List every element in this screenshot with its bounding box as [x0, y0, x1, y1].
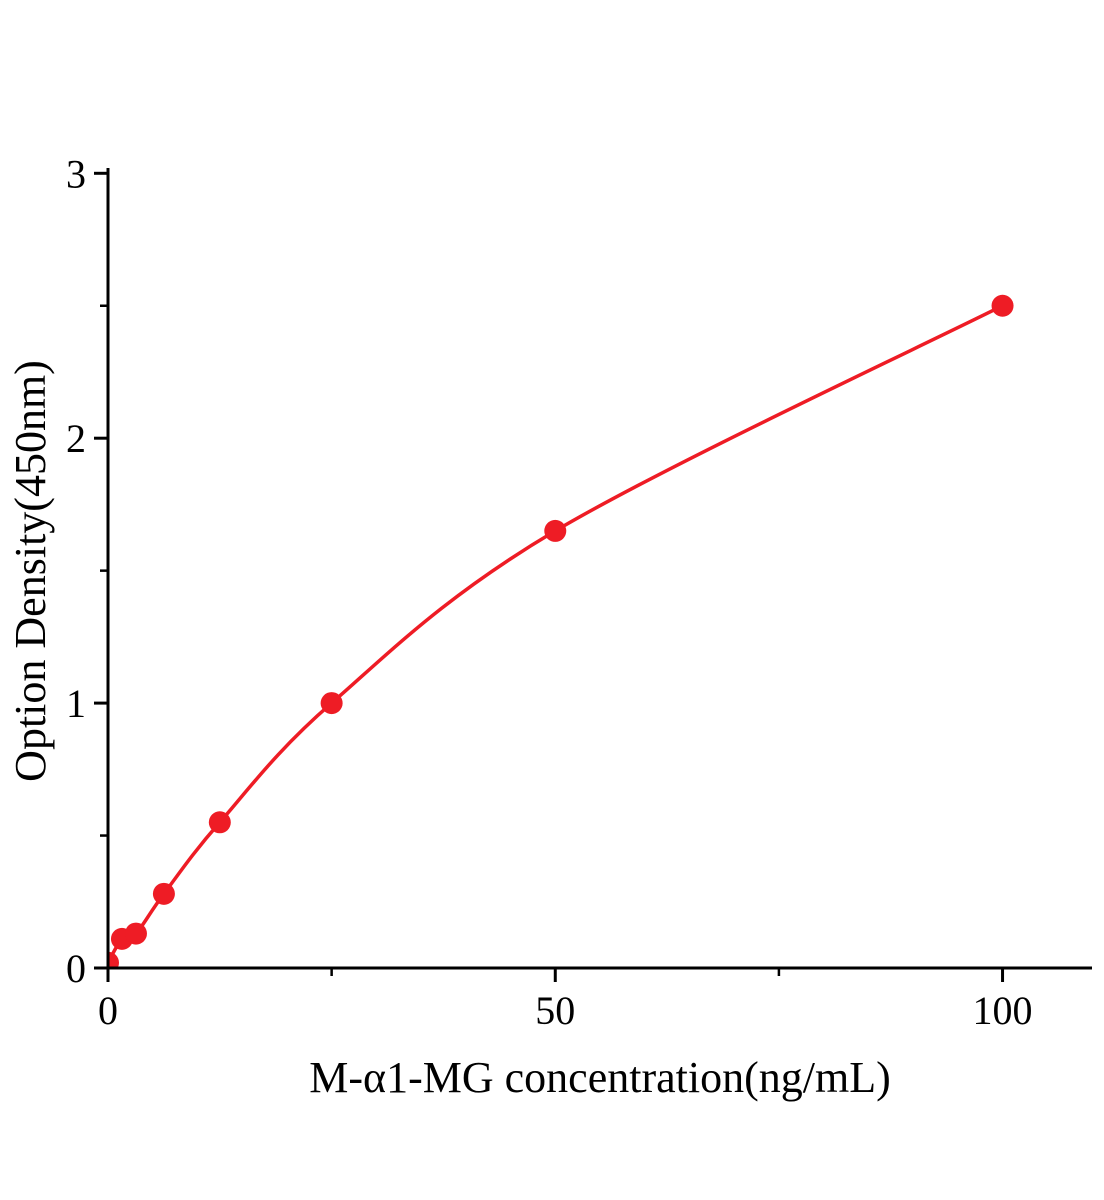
- tick-label-layer: 0 50 100 0 1 2 3: [66, 151, 1033, 1033]
- data-point: [124, 922, 147, 945]
- data-point: [152, 882, 175, 905]
- x-tick-label: 0: [98, 988, 118, 1033]
- y-tick-label: 1: [66, 681, 86, 726]
- x-tick-label: 100: [973, 988, 1033, 1033]
- data-point: [208, 811, 231, 834]
- data-point: [991, 294, 1014, 317]
- curve-line: [108, 303, 1005, 965]
- series-layer: [108, 294, 1014, 968]
- y-tick-label: 3: [66, 151, 86, 196]
- y-axis-title: Option Density(450nm): [6, 360, 55, 782]
- x-axis-title: M-α1-MG concentration(ng/mL): [309, 1053, 890, 1102]
- data-point: [108, 951, 119, 968]
- data-point: [544, 519, 567, 542]
- data-point: [320, 692, 343, 715]
- y-tick-label: 2: [66, 416, 86, 461]
- y-tick-label: 0: [66, 946, 86, 991]
- axes-layer: [94, 168, 1092, 982]
- x-tick-label: 50: [535, 988, 575, 1033]
